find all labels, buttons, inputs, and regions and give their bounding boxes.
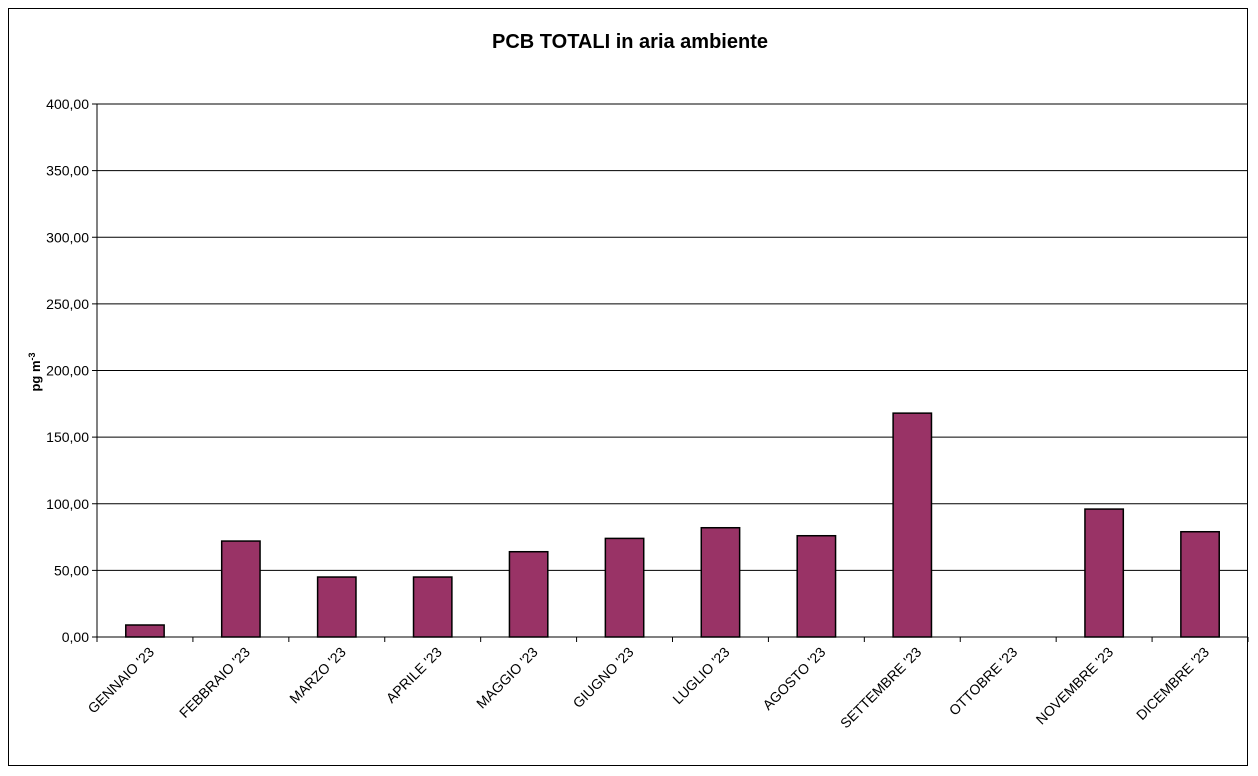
x-tick-label: AGOSTO '23 <box>759 644 828 713</box>
gridlines <box>97 103 1248 571</box>
chart-frame <box>8 8 1248 766</box>
bar <box>316 576 357 638</box>
x-tick-label: FEBBRAIO '23 <box>176 644 253 721</box>
y-axis-label-exponent: -3 <box>27 352 37 360</box>
x-tick-label: GENNAIO '23 <box>84 644 157 717</box>
y-axis-label: pg m-3 <box>27 352 43 391</box>
x-tick-label: MARZO '23 <box>286 644 349 707</box>
bar <box>892 412 933 638</box>
y-axis-ticks: 0,00 50,00 100,00 150,00 200,00 250,00 300,00 3… <box>46 96 97 645</box>
y-tick-label: 100,00 <box>46 496 89 512</box>
x-tick-label: MAGGIO '23 <box>473 644 541 712</box>
chart-title: PCB TOTALI in aria ambiente <box>492 31 768 53</box>
x-axis-ticks: GENNAIO '23 FEBBRAIO '23 MARZO '23 APRILE '… <box>84 637 1249 732</box>
x-tick-label: NOVEMBRE '23 <box>1033 644 1117 728</box>
x-tick-label: DICEMBRE '23 <box>1133 644 1212 723</box>
y-tick-label: 300,00 <box>46 229 89 245</box>
x-tick-label: GIUGNO '23 <box>570 644 637 711</box>
bar <box>700 526 741 638</box>
bar <box>1084 508 1125 638</box>
bar <box>796 534 837 638</box>
x-tick-label: OTTOBRE '23 <box>946 644 1021 719</box>
bar <box>125 624 165 638</box>
bars <box>125 412 1220 638</box>
x-tick-label: APRILE '23 <box>383 644 445 706</box>
y-tick-label: 250,00 <box>46 296 89 312</box>
x-tick-label: SETTEMBRE '23 <box>837 644 925 732</box>
bar <box>1180 530 1220 638</box>
y-tick-label: 50,00 <box>54 562 89 578</box>
y-tick-label: 150,00 <box>46 429 89 445</box>
bar <box>412 576 453 638</box>
y-axis-label-text: pg m <box>28 360 43 391</box>
x-tick-label: LUGLIO '23 <box>669 644 732 707</box>
y-tick-label: 200,00 <box>46 363 89 379</box>
bar <box>220 540 261 638</box>
bar <box>508 550 549 638</box>
y-tick-label: 0,00 <box>62 629 89 645</box>
bar <box>604 537 645 638</box>
y-tick-label: 400,00 <box>46 96 89 112</box>
y-tick-label: 350,00 <box>46 163 89 179</box>
